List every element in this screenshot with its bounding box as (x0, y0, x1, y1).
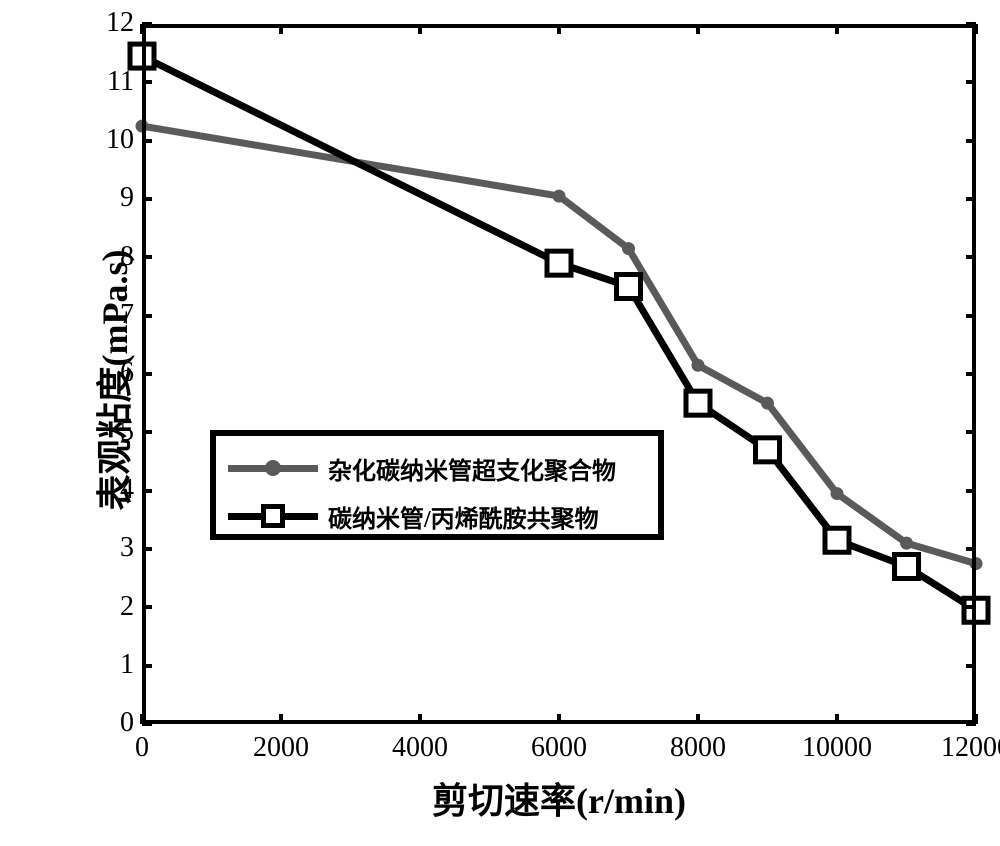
y-tick-label: 9 (86, 182, 134, 214)
axis-line (142, 139, 152, 143)
axis-line (142, 489, 152, 493)
series-marker-hybrid (762, 397, 774, 409)
axis-line (140, 24, 144, 34)
axis-line (966, 255, 976, 259)
axis-line (966, 197, 976, 201)
axis-line (835, 714, 839, 724)
y-tick-label: 3 (86, 532, 134, 564)
series-marker-copolymer (686, 391, 710, 415)
y-tick-label: 1 (86, 649, 134, 681)
axis-line (279, 714, 283, 724)
series-marker-copolymer (547, 251, 571, 275)
axis-line (418, 24, 422, 34)
legend-swatch-hybrid (228, 458, 318, 478)
legend-row-copolymer: 碳纳米管/丙烯酰胺共聚物 (216, 496, 658, 536)
x-tick-label: 0 (92, 732, 192, 764)
axis-line (966, 314, 976, 318)
axis-line (142, 314, 152, 318)
y-tick-label: 8 (86, 241, 134, 273)
series-marker-hybrid (901, 537, 913, 549)
legend-swatch-copolymer (228, 506, 318, 526)
axis-line (835, 24, 839, 34)
x-tick-label: 4000 (370, 732, 470, 764)
x-tick-label: 6000 (509, 732, 609, 764)
y-tick-label: 6 (86, 357, 134, 389)
x-tick-label: 8000 (648, 732, 748, 764)
y-tick-label: 10 (86, 124, 134, 156)
axis-line (142, 605, 152, 609)
legend: 杂化碳纳米管超支化聚合物碳纳米管/丙烯酰胺共聚物 (210, 430, 664, 540)
axis-line (966, 547, 976, 551)
y-tick-label: 4 (86, 474, 134, 506)
axis-line (966, 139, 976, 143)
axis-line (974, 714, 978, 724)
x-axis-title: 剪切速率(r/min) (359, 772, 759, 824)
y-tick-label: 5 (86, 416, 134, 448)
y-tick-label: 2 (86, 591, 134, 623)
series-marker-hybrid (623, 243, 635, 255)
legend-label-copolymer: 碳纳米管/丙烯酰胺共聚物 (328, 499, 599, 534)
axis-line (966, 664, 976, 668)
axis-line (966, 430, 976, 434)
series-marker-hybrid (831, 488, 843, 500)
axis-line (557, 714, 561, 724)
axis-line (279, 24, 283, 34)
series-marker-copolymer (617, 275, 641, 299)
axis-line (142, 430, 152, 434)
series-marker-copolymer (964, 598, 988, 622)
axis-line (142, 664, 152, 668)
axis-line (418, 714, 422, 724)
axis-line (557, 24, 561, 34)
axis-line (142, 255, 152, 259)
series-marker-copolymer (825, 528, 849, 552)
axis-line (142, 547, 152, 551)
x-tick-label: 2000 (231, 732, 331, 764)
axis-line (974, 24, 978, 34)
axis-line (696, 714, 700, 724)
axis-line (142, 372, 152, 376)
chart-container: 表观粘度(mPa.s) 剪切速率(r/min) 杂化碳纳米管超支化聚合物碳纳米管… (0, 0, 1000, 846)
axis-line (142, 80, 152, 84)
series-marker-copolymer (756, 438, 780, 462)
axis-line (966, 80, 976, 84)
series-marker-hybrid (692, 359, 704, 371)
axis-line (142, 197, 152, 201)
y-tick-label: 7 (86, 299, 134, 331)
axis-line (966, 605, 976, 609)
legend-label-hybrid: 杂化碳纳米管超支化聚合物 (328, 451, 616, 486)
y-tick-label: 12 (86, 7, 134, 39)
x-tick-label: 10000 (787, 732, 887, 764)
x-tick-label: 12000 (926, 732, 1000, 764)
axis-line (966, 489, 976, 493)
series-marker-copolymer (895, 555, 919, 579)
series-marker-hybrid (553, 190, 565, 202)
y-tick-label: 11 (86, 66, 134, 98)
axis-line (696, 24, 700, 34)
axis-line (966, 372, 976, 376)
axis-line (140, 714, 144, 724)
legend-row-hybrid: 杂化碳纳米管超支化聚合物 (216, 448, 658, 488)
